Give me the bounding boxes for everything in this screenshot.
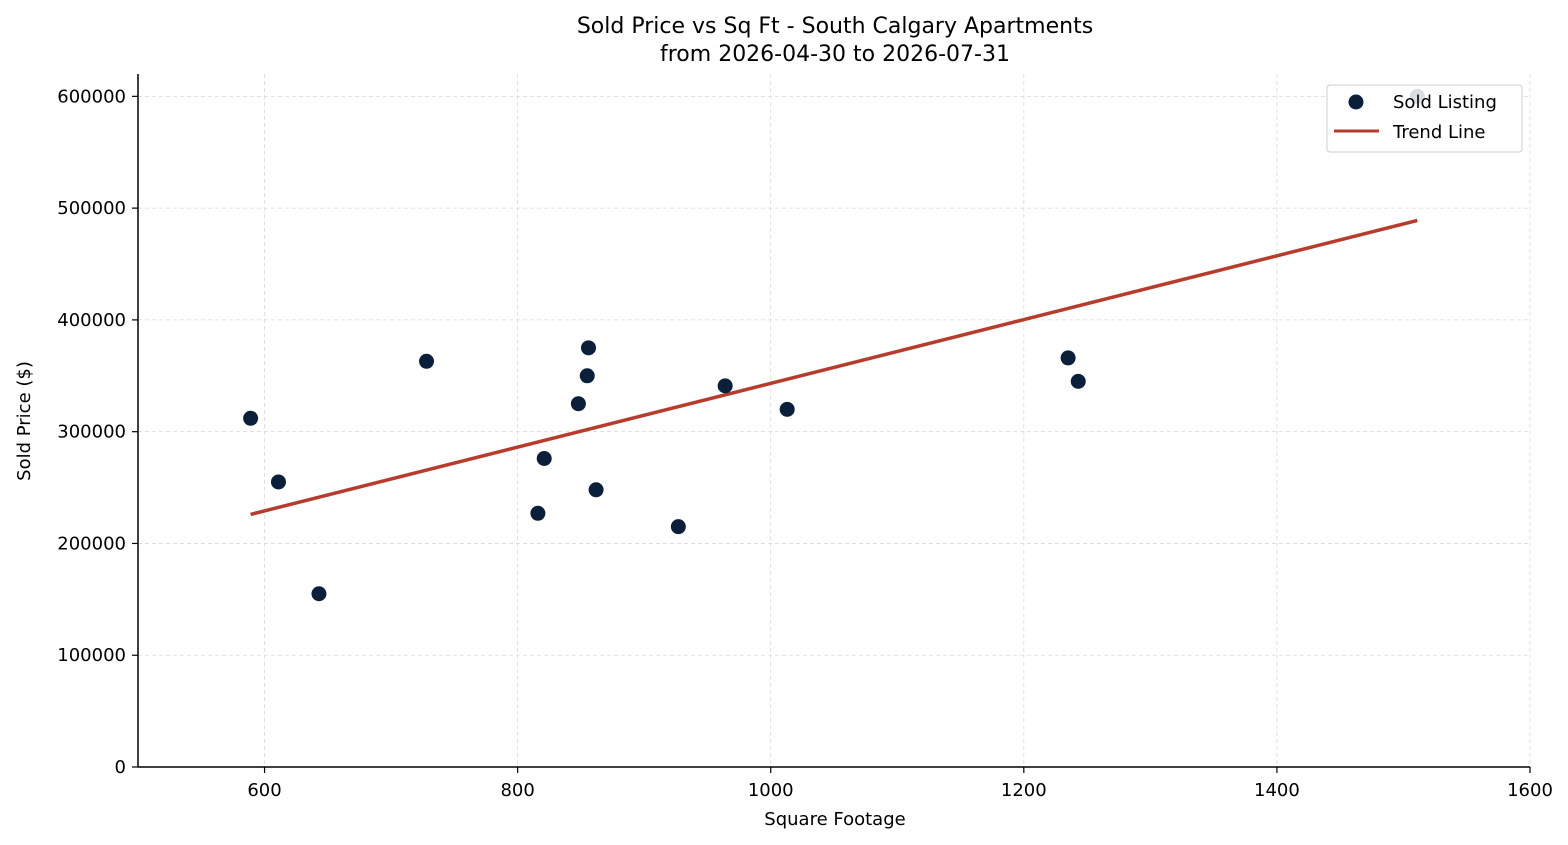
legend-label-trend-line: Trend Line — [1392, 122, 1486, 143]
x-tick-label: 1400 — [1254, 780, 1300, 801]
x-tick-label: 1200 — [1001, 780, 1047, 801]
data-point — [530, 505, 546, 521]
y-tick-label: 400000 — [57, 310, 126, 331]
data-point — [581, 340, 597, 356]
data-point — [419, 353, 435, 369]
data-point — [536, 451, 552, 467]
data-point — [270, 474, 286, 490]
y-tick-label: 100000 — [57, 645, 126, 666]
y-tick-label: 200000 — [57, 533, 126, 554]
legend-marker-sold-listing — [1348, 94, 1364, 110]
data-point — [570, 396, 586, 412]
y-tick-label: 600000 — [57, 86, 126, 107]
chart-title-line-2: from 2026-04-30 to 2026-07-31 — [660, 42, 1010, 67]
x-tick-label: 800 — [500, 780, 534, 801]
trend-line-series — [250, 218, 1418, 517]
x-tick-label: 600 — [247, 780, 281, 801]
legend: Sold Listing Trend Line — [1326, 84, 1523, 153]
data-point — [243, 410, 259, 426]
y-tick-label: 0 — [115, 757, 126, 778]
y-tick-label: 500000 — [57, 198, 126, 219]
x-tick-label: 1600 — [1507, 780, 1553, 801]
data-point — [588, 482, 604, 498]
chart-title: Sold Price vs Sq Ft - South Calgary Apar… — [577, 14, 1093, 67]
x-tick-label: 1000 — [748, 780, 794, 801]
trend-line — [250, 218, 1418, 517]
axes — [137, 74, 1530, 768]
grid-lines — [138, 74, 1531, 768]
data-point — [579, 368, 595, 384]
data-point — [1060, 350, 1076, 366]
y-tick-label: 300000 — [57, 422, 126, 443]
legend-label-sold-listing: Sold Listing — [1393, 92, 1497, 113]
sold-listing-series — [243, 88, 1425, 602]
y-axis-label: Sold Price ($) — [14, 361, 35, 481]
data-point — [311, 586, 327, 602]
legend-box — [1326, 84, 1523, 153]
data-point — [717, 378, 733, 394]
chart-title-line-1: Sold Price vs Sq Ft - South Calgary Apar… — [577, 14, 1093, 39]
y-axis-ticks: 0 100000 200000 300000 400000 500000 600000 — [57, 86, 138, 778]
data-point — [1070, 373, 1086, 389]
data-point — [670, 519, 686, 535]
x-axis-ticks: 600 800 1000 1200 1400 1600 — [247, 767, 1553, 801]
data-point — [779, 401, 795, 417]
x-axis-label: Square Footage — [764, 809, 905, 830]
